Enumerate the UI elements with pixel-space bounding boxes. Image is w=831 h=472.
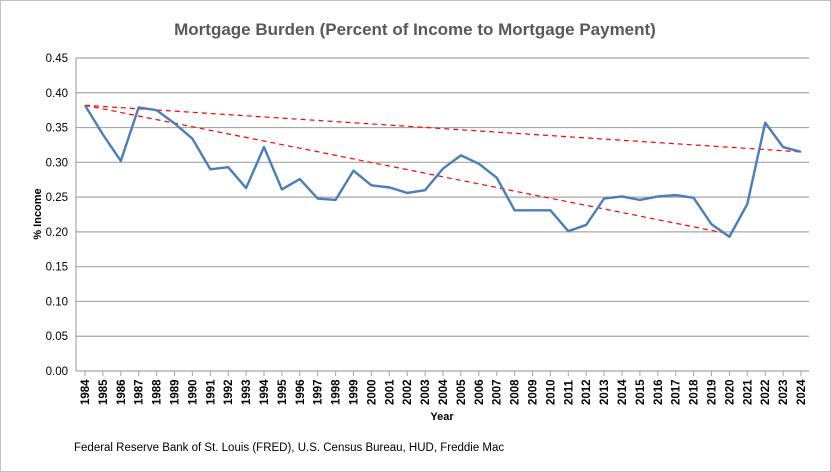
x-tick-label: 1999 xyxy=(349,379,361,405)
x-tick-label: 2010 xyxy=(545,379,557,405)
x-tick-label: 2020 xyxy=(724,379,736,405)
x-tick-label: 1990 xyxy=(187,379,199,405)
x-tick-label: 2008 xyxy=(510,379,522,405)
x-tick-label: 1989 xyxy=(170,379,182,405)
x-tick-label: 2015 xyxy=(635,379,647,405)
y-tick-label: 0.45 xyxy=(46,53,68,65)
chart-title: Mortgage Burden (Percent of Income to Mo… xyxy=(174,20,656,39)
x-tick-label: 1986 xyxy=(116,379,128,405)
x-tick-label: 1998 xyxy=(331,379,343,405)
x-tick-label: 2018 xyxy=(689,379,701,405)
x-tick-label: 2012 xyxy=(581,379,593,405)
series-line xyxy=(83,104,802,238)
x-tick-label: 2016 xyxy=(653,379,665,405)
x-tick-label: 1984 xyxy=(80,379,92,405)
x-tick-label: 2002 xyxy=(402,379,414,405)
x-tick-label: 2005 xyxy=(456,379,468,405)
y-tick-label: 0.25 xyxy=(46,192,68,204)
x-tick-label: 2022 xyxy=(760,379,772,405)
x-tick-label: 2004 xyxy=(438,379,450,405)
y-tick-label: 0.40 xyxy=(46,88,68,100)
y-tick-label: 0.30 xyxy=(46,157,68,169)
x-tick-label: 1994 xyxy=(259,379,271,405)
x-tick-label: 1988 xyxy=(152,379,164,405)
x-tick-label: 2013 xyxy=(599,379,611,405)
x-tick-label: 2023 xyxy=(778,379,790,405)
x-tick-label: 2019 xyxy=(707,379,719,405)
x-tick-label: 2014 xyxy=(617,379,629,405)
x-tick-label: 1995 xyxy=(277,379,289,405)
x-tick-label: 1993 xyxy=(241,379,253,405)
trendline xyxy=(84,104,802,153)
y-tick-label: 0.20 xyxy=(46,227,68,239)
x-tick-label: 1996 xyxy=(295,379,307,405)
x-tick-label: 2006 xyxy=(474,379,486,405)
y-tick-label: 0.05 xyxy=(46,331,68,343)
y-tick-label: 0.10 xyxy=(46,296,68,308)
y-tick-label: 0.00 xyxy=(46,366,68,378)
x-tick-label: 1985 xyxy=(98,379,110,405)
x-tick-label: 2001 xyxy=(384,379,396,405)
x-tick-label: 1991 xyxy=(205,379,217,405)
x-tick-label: 2000 xyxy=(366,379,378,405)
x-tick-label: 2011 xyxy=(563,379,575,405)
x-tick-label: 1992 xyxy=(223,379,235,405)
x-tick-label: 2009 xyxy=(528,379,540,405)
x-tick-label: 1987 xyxy=(134,379,146,405)
x-tick-label: 2003 xyxy=(420,379,432,405)
source-note: Federal Reserve Bank of St. Louis (FRED)… xyxy=(74,442,504,454)
y-tick-label: 0.35 xyxy=(46,123,68,135)
y-axis-label: % Income xyxy=(32,188,44,239)
x-tick-label: 2024 xyxy=(796,379,808,405)
x-tick-label: 1997 xyxy=(313,379,325,405)
x-tick-label: 2017 xyxy=(671,379,683,405)
x-tick-label: 2007 xyxy=(492,379,504,405)
y-tick-label: 0.15 xyxy=(46,262,68,274)
trendline xyxy=(84,104,730,235)
x-tick-label: 2021 xyxy=(742,379,754,405)
x-axis-label: Year xyxy=(430,411,454,423)
